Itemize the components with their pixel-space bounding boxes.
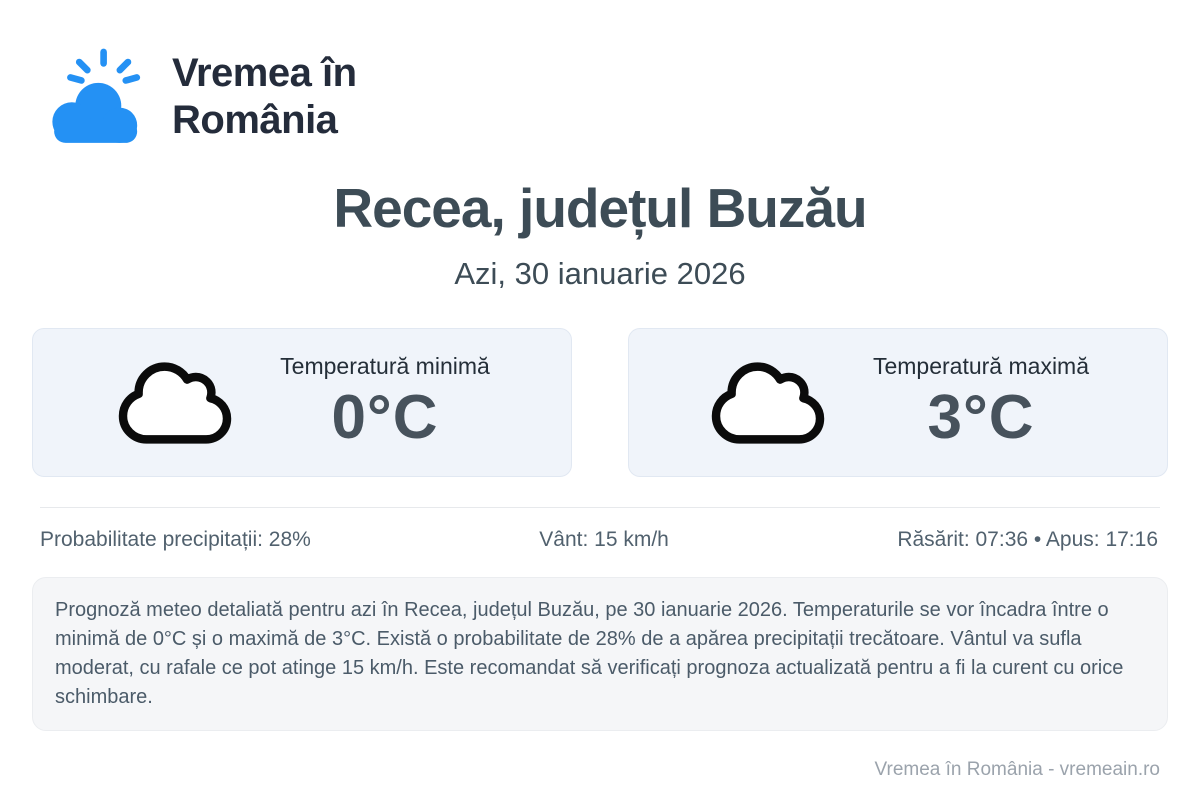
forecast-description: Prognoză meteo detaliată pentru azi în R… (32, 577, 1168, 731)
sun-cloud-icon (52, 48, 141, 143)
brand-name: Vremea în România (172, 50, 357, 144)
max-temp-card: Temperatură maximă 3°C (628, 328, 1168, 477)
divider (40, 507, 1160, 508)
brand-name-line1: Vremea în (172, 51, 357, 95)
stats-bar: Probabilitate precipitații: 28% Vânt: 15… (32, 508, 1168, 552)
min-temp-value: 0°C (331, 382, 439, 452)
precipitation-stat: Probabilitate precipitații: 28% (40, 528, 311, 551)
brand-name-line2: România (172, 98, 338, 142)
footer-credit: Vremea în România - vremeain.ro (874, 759, 1160, 780)
cloud-icon (118, 361, 232, 444)
max-temp-value: 3°C (927, 382, 1035, 452)
page-title: Recea, județul Buzău (333, 177, 867, 239)
sun-times-stat: Răsărit: 07:36 • Apus: 17:16 (897, 528, 1158, 551)
brand-logo: Vremea în România (32, 0, 1168, 150)
temperature-cards: Temperatură minimă 0°C Temperatură maxim… (32, 328, 1168, 477)
min-temp-label: Temperatură minimă (280, 352, 490, 379)
cloud-icon (711, 361, 825, 444)
wind-stat: Vânt: 15 km/h (539, 528, 669, 551)
min-temp-card: Temperatură minimă 0°C (32, 328, 572, 477)
max-temp-label: Temperatură maximă (872, 352, 1090, 379)
date-subtitle: Azi, 30 ianuarie 2026 (454, 256, 746, 291)
